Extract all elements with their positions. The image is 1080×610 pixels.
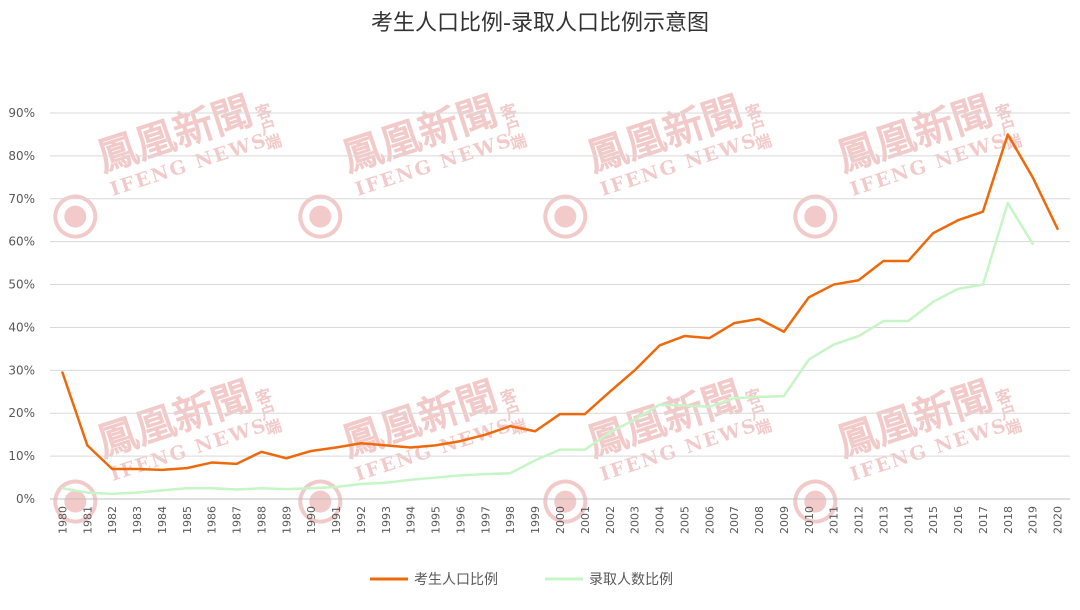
legend-label: 考生人口比例 (414, 572, 498, 588)
x-tick-label: 1986 (206, 506, 219, 534)
x-tick-label: 1993 (380, 506, 393, 534)
x-tick-label: 1989 (280, 506, 293, 534)
x-tick-label: 2007 (728, 506, 741, 534)
grid-layer (50, 112, 1070, 500)
y-tick-label: 20% (8, 406, 35, 420)
x-tick-label: 1980 (56, 506, 69, 534)
y-tick-label: 80% (8, 149, 35, 163)
x-tick-label: 1998 (504, 506, 517, 534)
x-tick-label: 2017 (977, 506, 990, 534)
x-tick-label: 1995 (430, 506, 443, 534)
x-tick-label: 2002 (604, 506, 617, 534)
x-tick-label: 2003 (629, 506, 642, 534)
x-tick-label: 1999 (529, 506, 542, 534)
x-tick-label: 2015 (927, 506, 940, 534)
legend: 考生人口比例 录取人数比例 (370, 572, 673, 588)
watermark-logo (298, 194, 343, 239)
series-line-2 (61, 201, 1034, 496)
x-tick-label: 1997 (479, 506, 492, 534)
x-tick-label: 2019 (1027, 506, 1040, 534)
chart-title: 考生人口比例-录取人口比例示意图 (371, 11, 709, 36)
series-line-1 (61, 133, 1059, 472)
y-tick-label: 0% (16, 492, 35, 506)
x-tick-label: 1994 (405, 506, 418, 534)
y-tick-label: 90% (8, 106, 35, 120)
x-axis-ticks: 1980 1981 1982 1983 1984 1985 1986 1987 1988 1989… (56, 506, 1064, 534)
x-tick-label: 2014 (902, 506, 915, 534)
legend-label: 录取人数比例 (589, 572, 673, 588)
x-tick-label: 2005 (678, 506, 691, 534)
y-tick-label: 10% (8, 449, 35, 463)
x-tick-label: 1992 (355, 506, 368, 534)
x-tick-label: 1981 (81, 506, 94, 534)
x-tick-label: 2013 (877, 506, 890, 534)
watermark-logo (543, 479, 588, 524)
x-tick-label: 1996 (454, 506, 467, 534)
x-tick-label: 2008 (753, 506, 766, 534)
watermark-logo (53, 194, 98, 239)
x-tick-label: 1982 (106, 506, 119, 534)
y-tick-label: 70% (8, 192, 35, 206)
y-tick-label: 40% (8, 320, 35, 334)
x-tick-label: 2011 (828, 506, 841, 534)
x-tick-label: 2016 (952, 506, 965, 534)
x-tick-label: 1984 (156, 506, 169, 534)
x-tick-label: 1983 (131, 506, 144, 534)
x-tick-label: 1990 (305, 506, 318, 534)
y-axis-ticks: 0% 10% 20% 30% 40% 50% 60% 70% 80% 90% (8, 106, 35, 506)
x-tick-label: 2020 (1052, 506, 1065, 534)
y-tick-label: 30% (8, 363, 35, 377)
x-tick-label: 2006 (703, 506, 716, 534)
y-tick-label: 60% (8, 235, 35, 249)
y-tick-label: 50% (8, 278, 35, 292)
legend-item: 考生人口比例 (370, 572, 498, 588)
series-layer (61, 133, 1059, 496)
legend-item: 录取人数比例 (545, 572, 673, 588)
x-tick-label: 2018 (1002, 506, 1015, 534)
x-tick-label: 2004 (654, 506, 667, 534)
watermark-logo (543, 194, 588, 239)
x-tick-label: 1987 (231, 506, 244, 534)
watermark-logo (298, 479, 343, 524)
x-tick-label: 2001 (579, 506, 592, 534)
x-tick-label: 1991 (330, 506, 343, 534)
watermark-logo (793, 194, 838, 239)
x-tick-label: 2000 (554, 506, 567, 534)
x-tick-label: 1985 (181, 506, 194, 534)
x-tick-label: 2012 (853, 506, 866, 534)
x-tick-label: 1988 (255, 506, 268, 534)
x-tick-label: 2009 (778, 506, 791, 534)
watermark-logo (793, 479, 838, 524)
watermark-logo (53, 479, 98, 524)
x-tick-label: 2010 (803, 506, 816, 534)
